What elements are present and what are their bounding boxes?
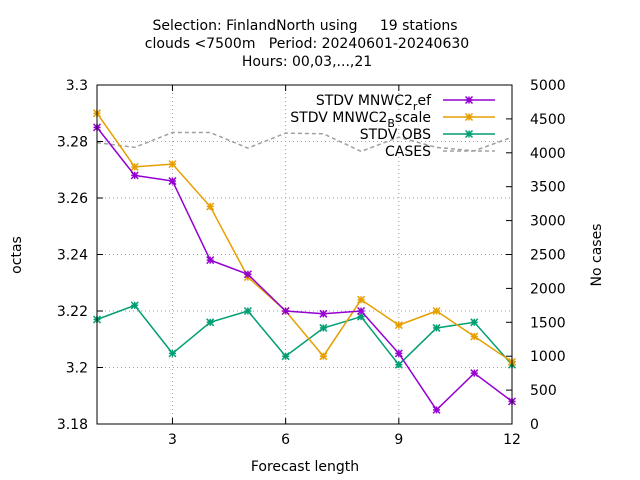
x-tick-label: 9 <box>394 432 403 448</box>
x-tick-label: 6 <box>281 432 290 448</box>
data-point <box>206 318 215 327</box>
data-point <box>281 306 290 316</box>
legend-entry-1: STDV MNWC2Bscale <box>290 110 495 130</box>
legend-label-main: STDV MNWC2 <box>290 110 387 126</box>
chart-title: Selection: FinlandNorth using 19 station… <box>145 18 469 70</box>
data-point <box>206 256 215 265</box>
x-tick-label: 12 <box>503 432 521 448</box>
series-line <box>96 304 513 366</box>
y-tick-label: 3.3 <box>66 78 88 94</box>
y-tick-label: 3.22 <box>57 304 88 320</box>
data-point <box>470 332 479 341</box>
data-point <box>394 349 403 358</box>
grid <box>97 85 512 424</box>
series-3 <box>96 131 513 153</box>
legend-label-main: STDV MNWC2 <box>316 93 413 109</box>
legend-label: STDV MNWC2Bscale <box>290 110 431 130</box>
y-tick-label: 3.2 <box>66 361 88 377</box>
x-axis-label: Forecast length <box>251 459 359 475</box>
legend-label-subscript: B <box>387 117 395 130</box>
data-point <box>394 360 403 369</box>
series-line <box>96 126 513 412</box>
y2-tick-label: 0 <box>530 417 539 433</box>
y2-tick-label: 1500 <box>530 315 566 331</box>
data-point <box>432 323 441 332</box>
legend-label-tail: scale <box>395 110 431 126</box>
y2-tick-label: 1000 <box>530 349 566 365</box>
data-point <box>130 162 139 171</box>
data-point <box>130 171 139 180</box>
series-line <box>96 112 513 363</box>
legend-swatch-marker <box>464 129 474 139</box>
legend-swatch-marker <box>464 112 474 122</box>
data-point <box>319 352 328 361</box>
data-point <box>243 306 252 316</box>
legend-label: STDV OBS <box>360 127 431 143</box>
y2-tick-label: 500 <box>530 383 557 399</box>
legend-swatch-marker <box>464 95 474 105</box>
y2-tick-label: 4000 <box>530 146 566 162</box>
data-point <box>206 202 215 211</box>
legend-entry-2: STDV OBS <box>360 127 495 143</box>
y-tick-label: 3.28 <box>57 135 88 151</box>
y2-tick-label: 4500 <box>530 112 566 128</box>
chart-title-line-2: clouds <7500m Period: 20240601-20240630 <box>145 36 469 52</box>
y2-tick-label: 2500 <box>530 248 566 264</box>
y-axis-label: octas <box>9 236 25 274</box>
data-point <box>168 349 177 358</box>
data-point <box>168 177 177 186</box>
y-tick-label: 3.26 <box>57 191 88 207</box>
series-group <box>92 109 517 414</box>
y-tick-label: 3.24 <box>57 248 88 264</box>
legend-label-subscript: r <box>413 100 418 113</box>
data-point <box>432 405 441 414</box>
data-point <box>357 295 366 304</box>
data-point <box>470 369 479 378</box>
y2-tick-label: 3000 <box>530 214 566 230</box>
y-tick-label: 3.18 <box>57 417 88 433</box>
legend-label-main: CASES <box>385 144 431 160</box>
chart-title-line-1: Selection: FinlandNorth using 19 station… <box>152 18 457 34</box>
data-point <box>281 352 290 361</box>
legend-label-tail: ef <box>417 93 432 109</box>
series-0 <box>92 123 517 414</box>
data-point <box>243 270 252 279</box>
y2-tick-label: 2000 <box>530 281 566 297</box>
axis-ticks: 3 6 9 12 3.18 3.2 3.22 3.24 3.26 3.28 3.3 0 500 1000 1… <box>57 78 566 448</box>
data-point <box>168 160 177 169</box>
data-point <box>130 301 139 310</box>
legend-label: CASES <box>385 144 431 160</box>
legend-entry-0: STDV MNWC2ref <box>316 93 495 113</box>
data-point <box>470 318 479 327</box>
y2-tick-label: 3500 <box>530 180 566 196</box>
y2-axis-label: No cases <box>589 224 605 287</box>
data-point <box>319 309 328 318</box>
legend-label: STDV MNWC2ref <box>316 93 432 113</box>
data-point <box>432 306 441 316</box>
chart-title-line-3: Hours: 00,03,...,21 <box>242 54 372 70</box>
legend-entry-3: CASES <box>385 144 495 160</box>
series-line <box>96 131 513 153</box>
data-point <box>394 321 403 330</box>
data-point <box>319 323 328 332</box>
legend-label-main: STDV OBS <box>360 127 431 143</box>
y2-tick-label: 5000 <box>530 78 566 94</box>
x-tick-label: 3 <box>168 432 177 448</box>
data-point <box>357 306 366 316</box>
